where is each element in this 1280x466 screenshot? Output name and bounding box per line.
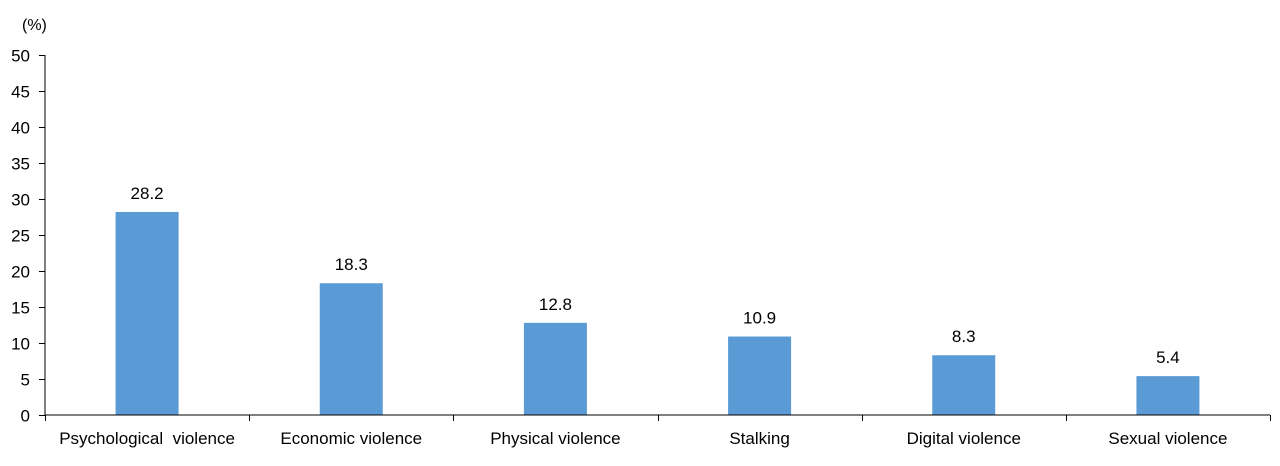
category-label: Economic violence [280, 429, 422, 448]
data-label: 10.9 [743, 309, 776, 328]
y-tick-label: 20 [11, 263, 30, 282]
y-tick-label: 40 [11, 119, 30, 138]
x-axis-ticks [45, 415, 1271, 421]
bar [523, 322, 587, 415]
y-tick-label: 5 [21, 371, 30, 390]
data-label: 28.2 [131, 184, 164, 203]
data-label: 12.8 [539, 295, 572, 314]
data-label: 5.4 [1156, 348, 1180, 367]
category-labels: Psychological violence Economic violence P… [59, 429, 1227, 448]
y-tick-label: 50 [11, 47, 30, 66]
category-label: Sexual violence [1108, 429, 1227, 448]
y-axis-ticks: 0 5 10 15 20 25 30 35 40 45 50 [11, 47, 45, 426]
bar [932, 355, 996, 415]
y-tick-label: 25 [11, 227, 30, 246]
y-tick-label: 35 [11, 155, 30, 174]
data-label: 8.3 [952, 327, 976, 346]
y-tick-label: 15 [11, 299, 30, 318]
data-label: 18.3 [335, 255, 368, 274]
y-tick-label: 45 [11, 83, 30, 102]
bar [115, 211, 179, 415]
category-label: Digital violence [907, 429, 1021, 448]
category-label: Stalking [729, 429, 789, 448]
category-label: Psychological violence [59, 429, 235, 448]
y-tick-label: 30 [11, 191, 30, 210]
bars [115, 211, 1200, 415]
y-tick-label: 10 [11, 335, 30, 354]
y-axis-unit-label: (%) [22, 17, 47, 34]
bar [319, 283, 383, 415]
data-labels: 28.2 18.3 12.8 10.9 8.3 5.4 [131, 184, 1180, 367]
category-label: Physical violence [490, 429, 620, 448]
bar [728, 336, 792, 415]
bar [1136, 376, 1200, 415]
y-tick-label: 0 [21, 407, 30, 426]
